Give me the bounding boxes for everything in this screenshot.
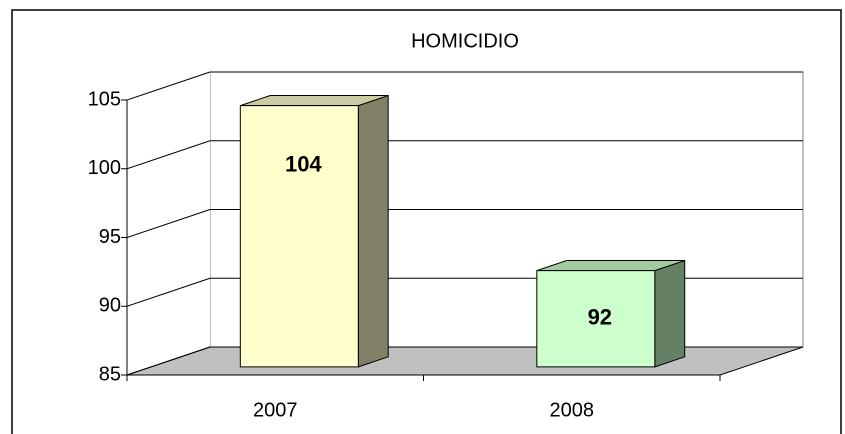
y-tick-label: 95	[99, 226, 121, 248]
grid-line	[126, 140, 211, 170]
x-tick-label: 2007	[253, 399, 298, 421]
data-label: 92	[588, 305, 612, 330]
bar-side	[357, 94, 389, 368]
grid-line	[126, 346, 211, 376]
grid-line	[126, 277, 211, 307]
bar	[536, 270, 656, 368]
grid-line	[126, 209, 211, 238]
x-tick-label: 2008	[550, 399, 595, 421]
y-tick-label: 90	[99, 295, 121, 317]
y-tick-label: 85	[99, 363, 121, 385]
bar	[239, 105, 359, 368]
grid-line	[126, 71, 211, 101]
y-tick-label: 105	[88, 88, 121, 110]
floor	[126, 346, 804, 376]
chart-title: HOMICIDIO	[411, 30, 519, 52]
y-tick-label: 100	[88, 157, 121, 179]
data-label: 104	[285, 151, 322, 176]
bar-side	[654, 259, 686, 368]
